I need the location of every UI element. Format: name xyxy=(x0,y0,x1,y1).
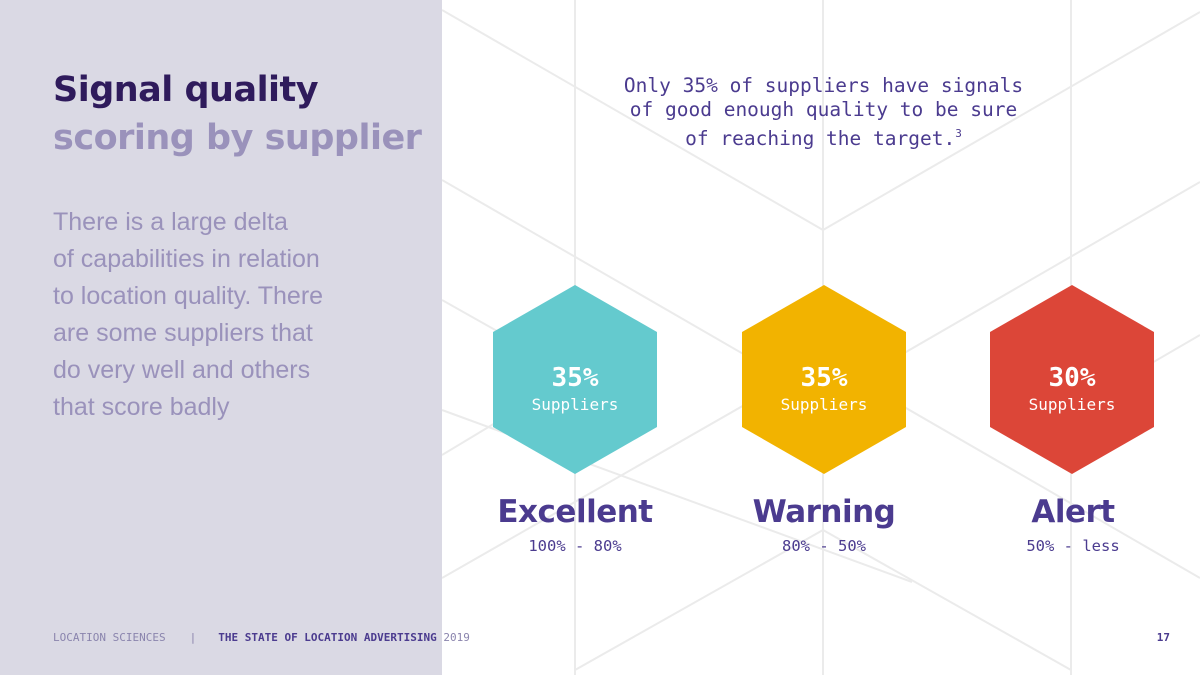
category-range: 100% - 80% xyxy=(528,537,622,555)
body-line: are some suppliers that xyxy=(53,319,313,347)
footer-report-title: THE STATE OF LOCATION ADVERTISING xyxy=(218,631,437,644)
body-paragraph: There is a large delta of capabilities i… xyxy=(53,204,383,426)
left-panel xyxy=(0,0,442,675)
title-line-1: Signal quality xyxy=(53,70,319,110)
category-excellent: Excellent 100% - 80% xyxy=(455,492,695,556)
hexagon-unit: Suppliers xyxy=(780,395,868,414)
category-range: 80% - 50% xyxy=(782,537,866,555)
headline-line-1: Only 35% of suppliers have signals xyxy=(623,74,1024,97)
body-line: of capabilities in relation xyxy=(53,245,320,273)
footnote-marker: 3 xyxy=(955,127,962,140)
category-name: Warning xyxy=(752,494,896,530)
headline-line-3-text: of reaching the target. xyxy=(685,127,956,150)
category-name: Alert xyxy=(1031,494,1115,530)
hexagon-shape xyxy=(742,285,906,474)
category-name: Excellent xyxy=(497,494,653,530)
category-range: 50% - less xyxy=(1026,537,1120,555)
body-line: There is a large delta xyxy=(53,208,288,236)
hexagon-unit: Suppliers xyxy=(531,395,619,414)
hexagon-unit: Suppliers xyxy=(1028,395,1116,414)
footer-company: LOCATION SCIENCES xyxy=(53,631,166,644)
category-warning: Warning 80% - 50% xyxy=(704,492,944,556)
footer: LOCATION SCIENCES | THE STATE OF LOCATION … xyxy=(53,631,470,644)
body-line: to location quality. There xyxy=(53,282,324,310)
slide-title: Signal quality scoring by supplier xyxy=(53,66,422,162)
page-number: 17 xyxy=(1156,631,1170,644)
hexagon-warning: 35% Suppliers xyxy=(741,285,907,474)
body-line: do very well and others xyxy=(53,356,311,384)
hexagon-shape xyxy=(493,285,657,474)
category-alert: Alert 50% - less xyxy=(953,492,1193,556)
headline-text: Only 35% of suppliers have signals of go… xyxy=(570,74,1077,151)
hexagon-alert: 30% Suppliers xyxy=(989,285,1155,474)
hexagon-percent: 35% xyxy=(800,363,848,393)
hexagon-percent: 35% xyxy=(551,363,599,393)
hexagon-percent: 30% xyxy=(1048,363,1096,393)
body-line: that score badly xyxy=(53,393,230,421)
headline-line-2: of good enough quality to be sure xyxy=(629,98,1018,121)
hexagon-shape xyxy=(990,285,1154,474)
headline-line-3: of reaching the target.3 xyxy=(570,122,1077,151)
hexagon-excellent: 35% Suppliers xyxy=(492,285,658,474)
title-line-2: scoring by supplier xyxy=(53,118,422,158)
footer-separator: | xyxy=(189,631,197,644)
footer-year: 2019 xyxy=(443,631,470,644)
